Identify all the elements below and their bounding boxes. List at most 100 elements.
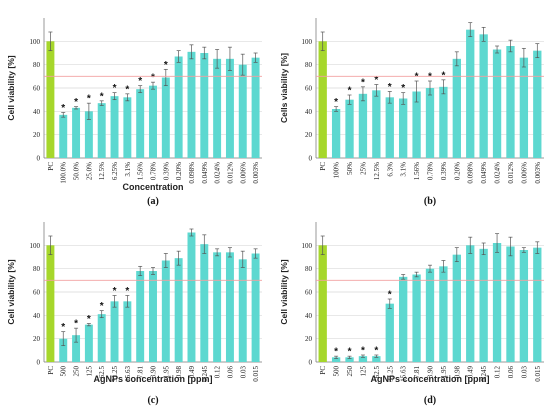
x-tick-label: 0.98 — [175, 366, 183, 379]
x-tick-label: 0.024% — [494, 162, 502, 184]
y-tick-label: 100 — [30, 38, 41, 46]
significance-star: * — [388, 82, 392, 93]
bar — [385, 97, 394, 158]
bar — [72, 107, 81, 158]
bar — [225, 58, 234, 159]
significance-star: * — [61, 322, 65, 333]
y-tick-label: 100 — [30, 242, 41, 250]
y-tick-label: 0 — [309, 155, 313, 163]
x-tick-label: 0.245 — [480, 366, 488, 382]
x-tick-label: 62.5 — [373, 366, 381, 379]
bar — [136, 271, 145, 362]
x-tick-label: 0.003% — [534, 162, 542, 184]
y-tick-label: 40 — [33, 312, 41, 320]
bar — [345, 357, 354, 362]
x-tick-label: 0.98 — [453, 366, 461, 379]
bar — [174, 56, 183, 158]
panel-a-chart: 0 20 40 60 80 100 PC * 100.0% * 50.0% * 25.0% * 12.5% *… — [6, 18, 262, 207]
bar — [519, 250, 529, 362]
x-tick-label: 50.0% — [73, 162, 81, 180]
x-tick-label: 3.1% — [400, 162, 408, 177]
x-axis-title: Concentration — [122, 182, 183, 192]
bar — [533, 247, 542, 362]
x-tick-label: 250 — [73, 366, 81, 377]
x-tick-label: 0.006% — [520, 162, 528, 184]
x-tick-label: 0.012% — [507, 162, 515, 184]
x-tick-label: 125 — [85, 366, 93, 377]
x-tick-label: 31.25 — [111, 366, 119, 382]
x-tick-label: 0.098% — [467, 162, 475, 184]
x-tick-label: 3.90 — [150, 366, 158, 379]
bar — [331, 109, 341, 158]
bar — [506, 46, 515, 158]
x-tick-label: 0.049% — [480, 162, 488, 184]
x-tick-label: 1.56% — [413, 162, 421, 180]
x-tick-label: 0.003% — [252, 162, 260, 184]
bar — [110, 96, 119, 158]
significance-star: * — [374, 346, 378, 357]
significance-star: * — [100, 301, 104, 312]
significance-star: * — [125, 286, 129, 297]
bar — [110, 301, 119, 362]
bar — [161, 260, 170, 362]
x-tick-label: 6.3% — [386, 162, 394, 177]
y-axis-title: Cell viability [%] — [6, 55, 16, 120]
bar — [358, 93, 368, 158]
bar — [372, 90, 381, 158]
bar — [439, 266, 448, 362]
x-tick-label: 0.12 — [494, 366, 502, 379]
y-tick-label: 40 — [305, 312, 313, 320]
x-tick-label: 3.1% — [124, 162, 132, 177]
x-tick-label: 0.49 — [467, 366, 475, 379]
panel-label: (d) — [424, 395, 436, 406]
x-tick-label: 50% — [346, 162, 354, 175]
y-tick-label: 80 — [305, 61, 313, 69]
bar — [492, 243, 502, 362]
x-tick-label: 0.06 — [507, 366, 515, 379]
x-tick-label: PC — [319, 366, 327, 375]
significance-star: * — [113, 286, 117, 297]
significance-star: * — [138, 76, 142, 87]
significance-star: * — [334, 97, 338, 108]
x-tick-label: 0.20% — [175, 162, 183, 180]
significance-star: * — [334, 347, 338, 358]
significance-star: * — [74, 97, 78, 108]
bar — [59, 114, 68, 158]
bar — [200, 53, 209, 158]
x-tick-label: PC — [319, 162, 327, 171]
bar — [213, 58, 222, 159]
bar — [46, 41, 55, 159]
x-tick-label: 31.25 — [386, 366, 394, 382]
y-tick-label: 80 — [305, 265, 313, 273]
x-tick-label: 0.03 — [239, 366, 247, 379]
panel-d-chart: 0 20 40 60 80 100 PC * 500 * 250 * 125 * 62.5 * 31.25 15.… — [279, 222, 544, 406]
y-tick-label: 0 — [37, 359, 41, 367]
y-tick-label: 0 — [37, 155, 41, 163]
x-tick-label: 25% — [359, 162, 367, 175]
significance-star: * — [388, 290, 392, 301]
bar — [123, 301, 132, 362]
x-tick-label: 25.0% — [85, 162, 93, 180]
bar — [533, 50, 542, 158]
bar — [425, 268, 435, 362]
significance-star: * — [151, 73, 155, 84]
x-tick-label: PC — [47, 162, 55, 171]
significance-star: * — [125, 84, 129, 95]
significance-star: * — [113, 83, 117, 94]
bar — [200, 244, 209, 362]
y-tick-label: 20 — [33, 335, 41, 343]
x-tick-label: 62.5 — [98, 366, 106, 379]
y-tick-label: 60 — [305, 85, 313, 93]
x-tick-label: 0.06 — [226, 366, 234, 379]
bar — [149, 271, 157, 362]
y-tick-label: 100 — [302, 242, 313, 250]
bar — [452, 254, 461, 362]
x-tick-label: 100% — [333, 162, 341, 179]
bar — [358, 356, 368, 362]
bar — [84, 324, 93, 362]
y-tick-label: 80 — [33, 265, 41, 273]
x-tick-label: 500 — [60, 366, 68, 377]
bar — [59, 338, 68, 362]
bar — [174, 258, 183, 362]
bar — [506, 246, 515, 362]
